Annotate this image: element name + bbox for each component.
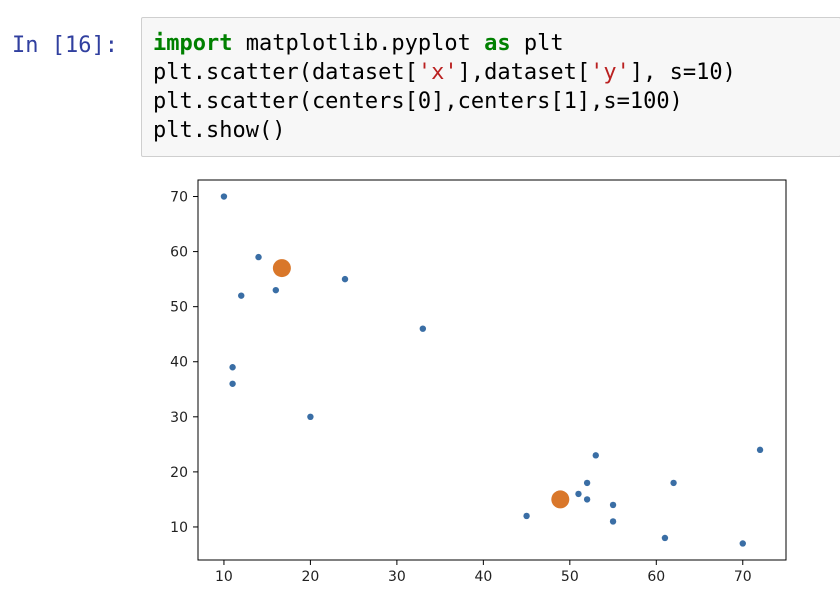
code-line: plt.scatter(centers[0],centers[1],s=100) bbox=[153, 87, 736, 116]
x-tick-label: 60 bbox=[647, 569, 665, 585]
data-point bbox=[739, 540, 746, 547]
code-text: ],dataset[ bbox=[457, 60, 591, 85]
data-point bbox=[238, 292, 245, 299]
data-point bbox=[523, 512, 530, 520]
data-point bbox=[583, 479, 591, 487]
code-cell[interactable]: import matplotlib.pyplot as plt plt.scatt… bbox=[141, 17, 840, 157]
code-text: matplotlib.pyplot bbox=[232, 31, 485, 56]
y-tick-label: 30 bbox=[170, 410, 188, 426]
y-tick-label: 70 bbox=[170, 190, 188, 206]
code-text: plt.scatter(centers[0],centers[1],s=100) bbox=[153, 89, 683, 114]
cluster-center-point bbox=[272, 259, 291, 278]
data-point bbox=[307, 413, 314, 421]
code-text: plt.show() bbox=[153, 118, 286, 143]
data-point bbox=[609, 518, 617, 525]
code-line: plt.scatter(dataset['x'],dataset['y'], s… bbox=[153, 58, 736, 87]
data-point bbox=[575, 490, 582, 498]
y-tick-label: 20 bbox=[170, 465, 188, 481]
data-point bbox=[609, 501, 617, 509]
data-point bbox=[229, 364, 236, 371]
code-line: plt.show() bbox=[153, 116, 736, 145]
data-point bbox=[341, 275, 349, 283]
cluster-center-point bbox=[551, 490, 570, 509]
code-keyword: as bbox=[484, 31, 511, 56]
data-point bbox=[220, 193, 228, 200]
x-axis: 10 20 30 40 50 60 70 bbox=[215, 560, 752, 585]
y-tick-label: 40 bbox=[170, 355, 188, 371]
data-point bbox=[272, 286, 280, 294]
plot-area bbox=[197, 179, 787, 561]
x-tick-label: 40 bbox=[474, 569, 492, 585]
data-point bbox=[670, 479, 677, 487]
data-point bbox=[756, 446, 764, 454]
data-point bbox=[583, 496, 591, 503]
code-text: plt.scatter(dataset[ bbox=[153, 60, 418, 85]
y-axis: 10 20 30 40 50 60 70 bbox=[170, 190, 198, 536]
data-points bbox=[220, 193, 764, 547]
x-tick-label: 30 bbox=[388, 569, 406, 585]
x-tick-label: 70 bbox=[734, 569, 752, 585]
code-string: 'y' bbox=[590, 60, 630, 85]
cell-prompt: In [16]: bbox=[12, 33, 118, 58]
data-point bbox=[419, 325, 427, 332]
x-tick-label: 10 bbox=[215, 569, 233, 585]
scatter-plot: 10 20 30 40 50 60 70 10 20 30 40 50 60 70 bbox=[170, 179, 787, 585]
code-text: plt bbox=[510, 31, 564, 56]
data-point bbox=[592, 452, 599, 459]
x-tick-label: 20 bbox=[301, 569, 319, 585]
y-tick-label: 60 bbox=[170, 245, 188, 261]
y-tick-label: 10 bbox=[170, 520, 188, 536]
x-tick-label: 50 bbox=[561, 569, 579, 585]
code-string: 'x' bbox=[417, 60, 458, 85]
code-editor[interactable]: import matplotlib.pyplot as plt plt.scatt… bbox=[153, 29, 736, 145]
data-point bbox=[661, 534, 669, 542]
code-keyword: import bbox=[153, 31, 233, 56]
code-text: ], s=10) bbox=[629, 60, 736, 85]
data-point bbox=[255, 253, 262, 261]
y-tick-label: 50 bbox=[170, 300, 188, 316]
code-line: import matplotlib.pyplot as plt bbox=[153, 29, 736, 58]
data-point bbox=[229, 380, 236, 387]
